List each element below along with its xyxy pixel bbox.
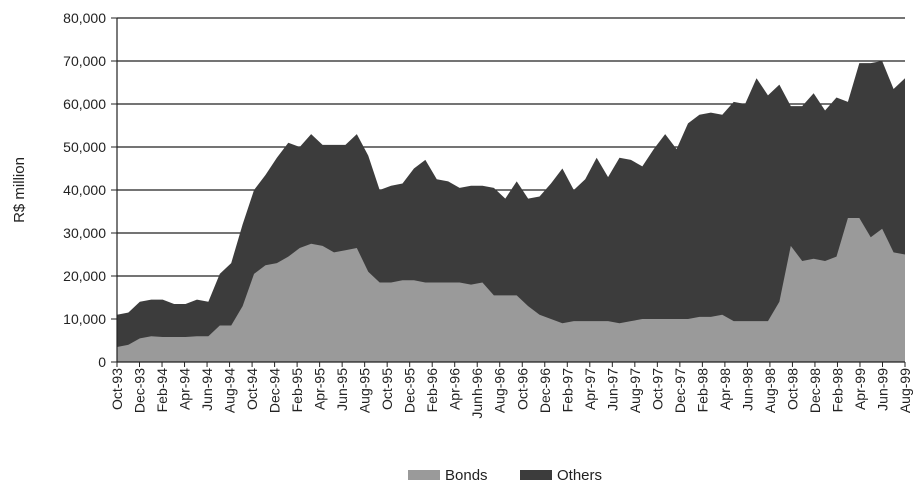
y-tick-label-6: 60,000 — [63, 96, 106, 112]
x-tick-label-27: Apr-98 — [717, 368, 733, 410]
x-tick-label-13: Dec-95 — [402, 368, 418, 413]
y-tick-label-3: 30,000 — [63, 225, 106, 241]
x-tick-label-28: Jun-98 — [739, 368, 755, 411]
x-tick-label-18: Oct-96 — [514, 368, 530, 410]
x-tick-label-14: Feb-96 — [424, 368, 440, 413]
x-tick-label-7: Dec-94 — [267, 368, 283, 413]
y-tick-label-8: 80,000 — [63, 10, 106, 26]
x-tick-label-20: Feb-97 — [559, 368, 575, 413]
x-tick-label-24: Oct-97 — [649, 368, 665, 410]
y-tick-label-4: 40,000 — [63, 182, 106, 198]
x-tick-label-15: Apr-96 — [447, 368, 463, 410]
x-tick-label-19: Dec-96 — [537, 368, 553, 413]
x-tick-label-3: Apr-94 — [177, 368, 193, 410]
y-tick-label-5: 50,000 — [63, 139, 106, 155]
x-tick-label-10: Jun-95 — [334, 368, 350, 411]
legend: Bonds Others — [408, 467, 602, 483]
axes — [111, 17, 906, 367]
x-tick-label-29: Aug-98 — [762, 368, 778, 413]
x-tick-label-4: Jun-94 — [199, 368, 215, 411]
y-tick-label-7: 70,000 — [63, 53, 106, 69]
x-tick-label-12: Oct-95 — [379, 368, 395, 410]
area-series — [117, 61, 905, 362]
x-tick-label-1: Dec-93 — [132, 368, 148, 413]
legend-swatch-others — [520, 470, 552, 480]
x-tick-label-0: Oct-93 — [109, 368, 125, 410]
legend-label-bonds: Bonds — [445, 467, 488, 483]
y-tick-label-2: 20,000 — [63, 268, 106, 284]
x-tick-label-26: Feb-98 — [694, 368, 710, 413]
x-tick-labels: Oct-93 Dec-93 Feb-94 Apr-94 Jun-94 Aug-94 Oct-… — [109, 368, 913, 419]
x-tick-label-2: Feb-94 — [154, 368, 170, 413]
x-tick-label-34: Jun-99 — [874, 368, 890, 411]
x-tick-label-11: Aug-95 — [357, 368, 373, 413]
x-tick-label-5: Aug-94 — [222, 368, 238, 413]
x-tick-label-35: Aug-99 — [897, 368, 913, 413]
area-bonds — [117, 217, 905, 362]
y-tick-label-1: 10,000 — [63, 311, 106, 327]
x-tick-label-33: Apr-99 — [852, 368, 868, 410]
legend-swatch-bonds — [408, 470, 440, 480]
x-tick-label-31: Dec-98 — [807, 368, 823, 413]
legend-label-others: Others — [557, 467, 602, 483]
y-axis-title: R$ million — [11, 157, 28, 223]
x-tick-label-23: Aug-97 — [627, 368, 643, 413]
x-tick-label-22: Jun-97 — [604, 368, 620, 411]
x-tick-label-16: Junh-96 — [469, 368, 485, 419]
x-tick-label-21: Apr-97 — [582, 368, 598, 410]
y-tick-labels: 0 10,000 20,000 30,000 40,000 50,000 60,000 70,… — [63, 10, 106, 370]
x-tick-label-25: Dec-97 — [672, 368, 688, 413]
x-tick-label-32: Feb-98 — [829, 368, 845, 413]
x-tick-label-9: Apr-95 — [312, 368, 328, 410]
x-tick-label-6: Oct-94 — [244, 368, 260, 410]
x-tick-label-17: Aug-96 — [492, 368, 508, 413]
x-tick-label-30: Oct-98 — [784, 368, 800, 410]
y-tick-label-0: 0 — [98, 354, 106, 370]
x-tick-label-8: Feb-95 — [289, 368, 305, 413]
